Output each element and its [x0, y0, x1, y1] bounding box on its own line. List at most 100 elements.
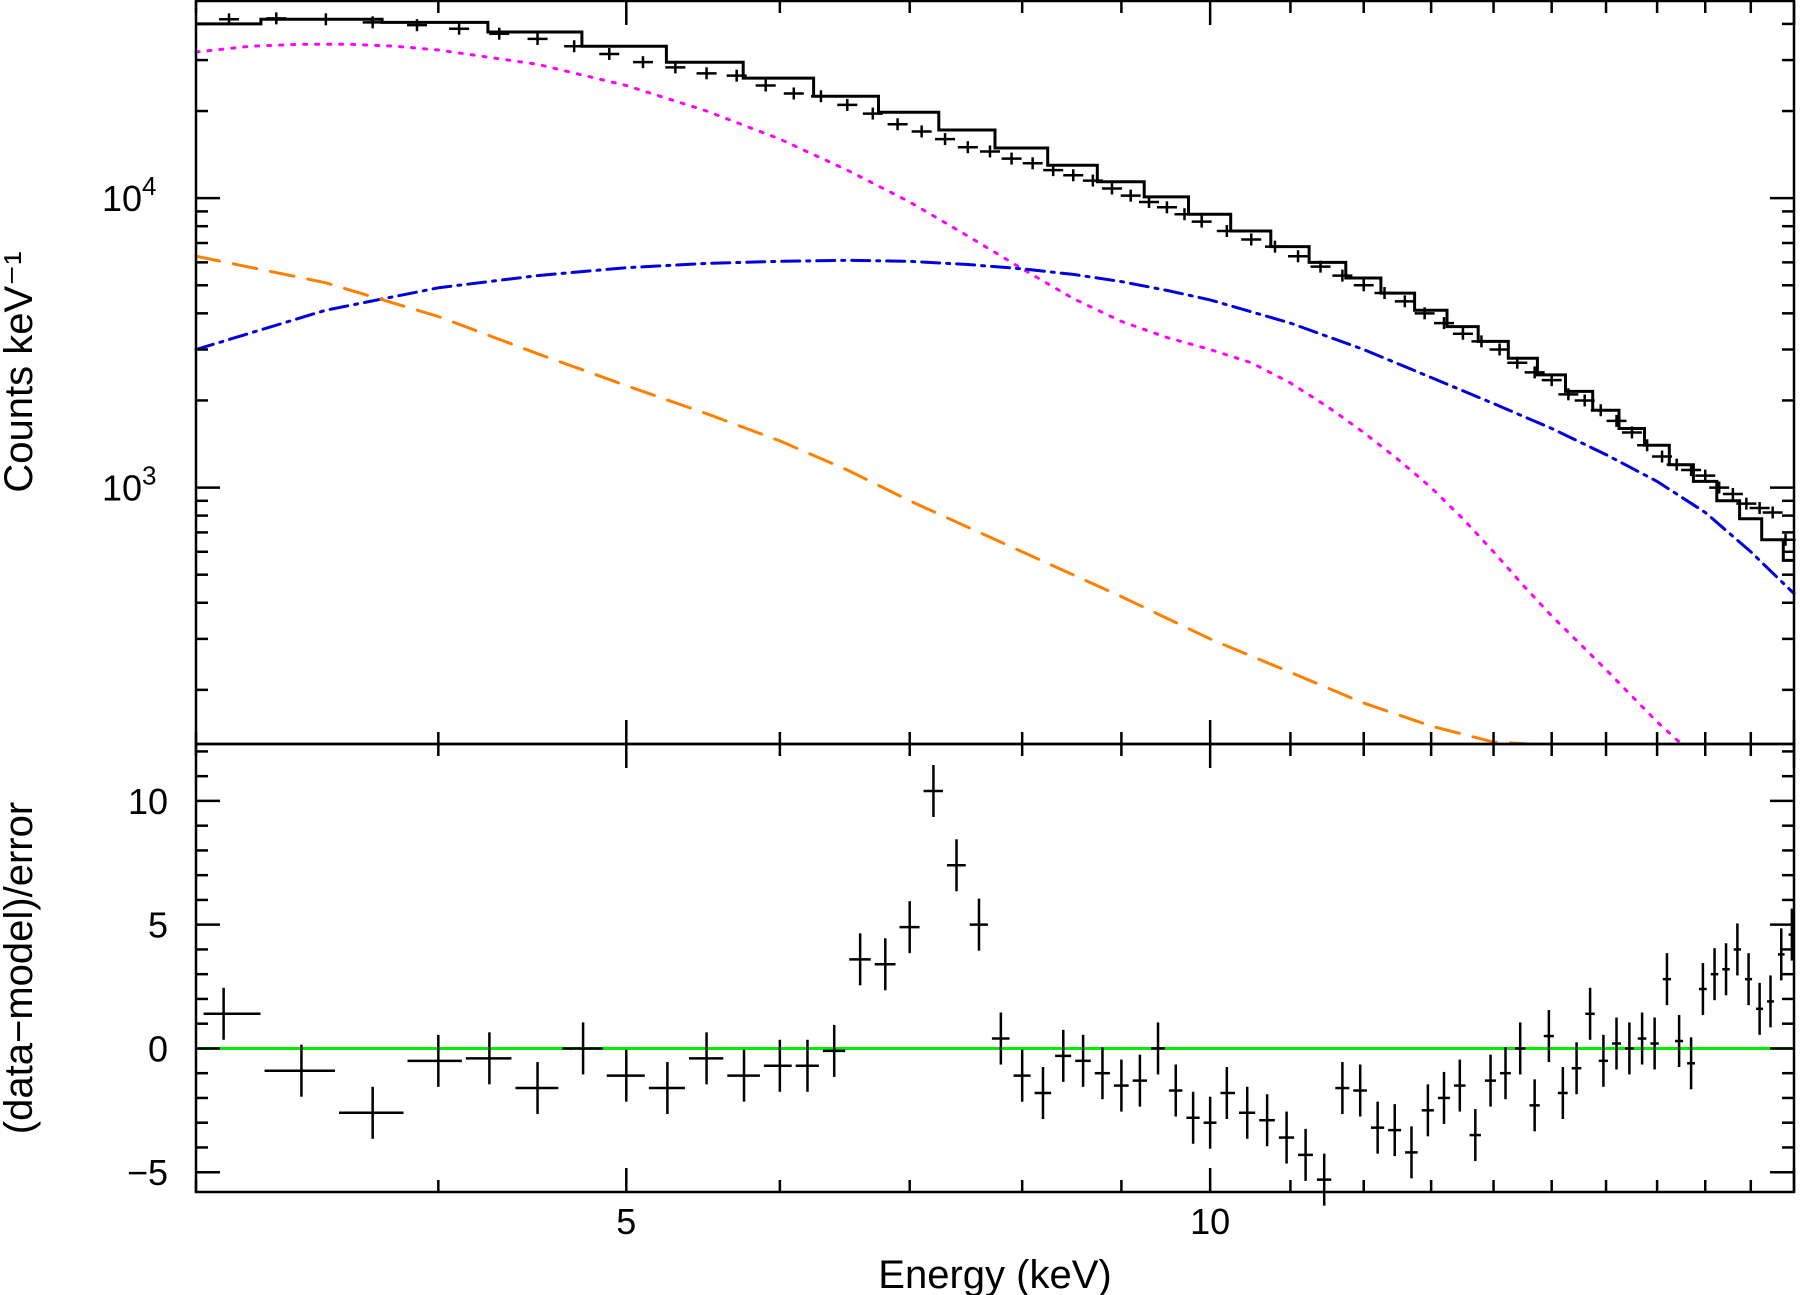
residual-point [1710, 948, 1719, 1001]
spectrum-data-point [837, 98, 858, 111]
residual-point [874, 938, 896, 991]
residual-point [1557, 1066, 1568, 1119]
spectrum-data-point [1139, 195, 1160, 208]
residual-y-tick-label: 0 [148, 1028, 168, 1069]
residual-point [1405, 1126, 1418, 1179]
spectrum-data-point [935, 133, 956, 146]
residual-point [1388, 1104, 1402, 1157]
spectrum-data-point [1722, 488, 1743, 501]
spectrum-data-point [1022, 157, 1043, 170]
spectrum-data-point [266, 12, 287, 25]
spectrum-data-point [1681, 464, 1702, 477]
residual-point [1132, 1054, 1147, 1107]
spectrum-data-point [1414, 307, 1435, 320]
spectrum-data-point [1749, 501, 1770, 514]
residual-point [1767, 975, 1774, 1028]
residual-point [1203, 1096, 1217, 1149]
spectrum-data-point [911, 125, 932, 138]
spectrum-data-point [1156, 201, 1177, 214]
residual-point [1316, 1153, 1332, 1206]
residual-point [1421, 1084, 1434, 1137]
residual-point [1370, 1101, 1385, 1154]
spectrum-data-point [1489, 343, 1510, 356]
spectrum-data-point [1174, 208, 1195, 221]
y-tick-label: 103 [102, 461, 157, 509]
residuals-panel: −5 0 5 10 5 10 [127, 742, 1796, 1242]
spectrum-data-point [1507, 356, 1528, 369]
residual-point [515, 1062, 559, 1115]
spectrum-data-point [362, 16, 383, 29]
spectrum-data-point [1709, 481, 1730, 494]
spectrum-data-point [1082, 174, 1103, 187]
spectrum-data-point [564, 40, 585, 53]
residual-point [1722, 943, 1730, 996]
residual-point [1699, 963, 1707, 1016]
spectrum-data-point [1621, 426, 1642, 439]
spectrum-data-point [862, 107, 883, 120]
residual-point [923, 765, 943, 818]
spectrum-data-point [755, 79, 776, 92]
residual-point [1585, 987, 1595, 1040]
residual-point [727, 1049, 760, 1102]
residual-point [763, 1039, 792, 1092]
spectrum-data-point [449, 22, 470, 35]
spectrum-data-point [1558, 388, 1579, 401]
residual-point [648, 1062, 685, 1115]
spectrum-data-point [406, 19, 427, 32]
residual-point [1186, 1091, 1200, 1144]
spectrum-data-point [1541, 374, 1562, 387]
residual-point [822, 1024, 846, 1077]
residual-point [1624, 1022, 1634, 1075]
spectrum-data-point [696, 67, 717, 80]
residual-point [1094, 1047, 1110, 1100]
residual-point [1500, 1047, 1511, 1100]
residual-point [1220, 1066, 1236, 1119]
spectrum-data-point [632, 56, 653, 69]
residual-point [1298, 1128, 1313, 1181]
residual-point [1637, 1012, 1647, 1065]
residual-point [1529, 1079, 1540, 1132]
spectrum-data-point [1120, 189, 1141, 202]
spectrum-data-point [1606, 414, 1627, 427]
residual-point [1075, 1034, 1091, 1087]
residual-point [1168, 1064, 1183, 1117]
residual-point [465, 1032, 512, 1085]
spectrum-data-point [1288, 250, 1309, 263]
residual-y-tick-label: 10 [128, 781, 168, 822]
residual-point [1484, 1054, 1497, 1107]
residual-point [407, 1034, 462, 1087]
spectrum-data-point [1374, 287, 1395, 300]
residual-point [1687, 1037, 1696, 1090]
residual-point [1239, 1086, 1256, 1139]
spectrum-panel-frame [194, 0, 1796, 746]
residual-point [1662, 953, 1672, 1006]
spectrum-data-point [219, 13, 240, 26]
residual-point [1055, 1029, 1072, 1082]
spectrum-data-point [726, 69, 747, 82]
spectrum-data-point [1101, 182, 1122, 195]
residual-point [1611, 1017, 1621, 1070]
residual-point [849, 933, 871, 986]
spectrum-data-point [1637, 439, 1658, 452]
residual-point [1034, 1066, 1052, 1119]
model-component-2 [194, 258, 1796, 596]
spectrum-data-point [1433, 317, 1454, 330]
spectrum-data-point [1216, 225, 1237, 238]
residual-point [264, 1044, 336, 1097]
x-tick-label: 5 [616, 1201, 636, 1242]
residual-point [1733, 923, 1741, 976]
spectrum-data-point [1241, 233, 1262, 246]
spectrum-data-point [599, 47, 620, 60]
spectrum-data-point [1590, 404, 1611, 417]
residual-point [1675, 1015, 1684, 1068]
residual-point [1744, 953, 1753, 1006]
spectrum-data-point [1574, 394, 1595, 407]
spectrum-data-point [887, 118, 908, 131]
residual-point [606, 1049, 645, 1102]
spectrum-data-point [1043, 164, 1064, 177]
model-component-3 [194, 254, 1531, 746]
spectrum-data-point [810, 90, 831, 103]
spectrum-data-point [1353, 279, 1374, 292]
residual-point [991, 1012, 1010, 1065]
